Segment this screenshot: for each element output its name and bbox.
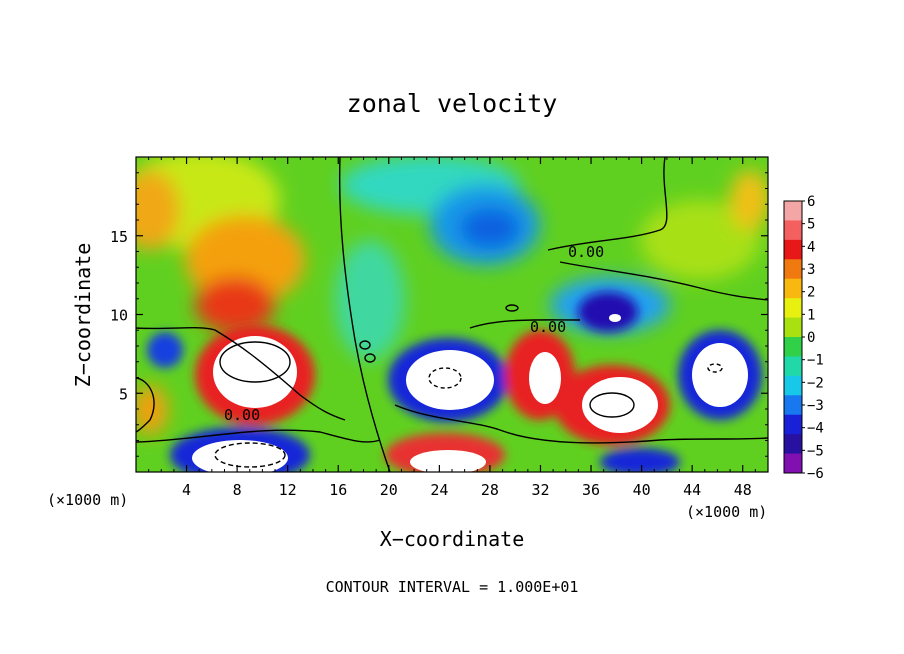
x-tick-label: 32 [531,481,549,499]
x-tick-label: 48 [734,481,752,499]
colorbar-label: 0 [807,330,815,346]
contour-label: 0.00 [568,243,604,261]
contour-interval-note: CONTOUR INTERVAL = 1.000E+01 [326,578,579,596]
colorbar-swatch [784,395,802,416]
x-tick-label: 44 [683,481,701,499]
colorbar-swatch [784,278,802,299]
x-tick-label: 20 [380,481,398,499]
x-tick-label: 16 [329,481,347,499]
colorbar-swatch [784,220,802,241]
x-axis: 4 8 12 16 20 24 28 32 36 40 44 48 [148,157,756,499]
colorbar-label: 4 [807,239,815,255]
x-unit-left: (×1000 m) [47,491,128,509]
y-tick-label: 10 [110,307,128,325]
colorbar-swatch [784,201,802,221]
colorbar-label: 2 [807,285,815,301]
colorbar: 6 5 4 3 2 1 0 −1 −2 −3 −4 −5 −6 [783,194,824,482]
colorbar-swatch [784,317,802,338]
x-tick-label: 4 [182,481,191,499]
x-tick-label: 28 [481,481,499,499]
heatmap-field: 0.00 0.00 0.00 [136,157,768,472]
x-axis-label: X−coordinate [380,527,525,551]
colorbar-label: 1 [807,307,815,323]
colorbar-swatch [784,259,802,280]
x-unit-right: (×1000 m) [686,503,767,521]
x-tick-label: 8 [233,481,242,499]
colorbar-swatch [784,434,802,455]
colorbar-label: −2 [807,375,824,391]
colorbar-swatch [784,414,802,435]
colorbar-swatch [784,453,802,474]
colorbar-swatch [784,356,802,377]
colorbar-label: −5 [807,443,824,459]
colorbar-swatch [784,337,802,357]
colorbar-label: −4 [807,421,824,437]
chart-title: zonal velocity [347,89,558,118]
y-tick-label: 5 [119,385,128,403]
colorbar-swatch [784,239,802,260]
colorbar-label: 5 [807,217,815,233]
colorbar-label: −1 [807,353,824,369]
colorbar-label: 6 [807,194,815,210]
contour-label: 0.00 [224,406,260,424]
contour-label: 0.00 [530,318,566,336]
x-tick-label: 24 [430,481,448,499]
colorbar-label: 3 [807,262,815,278]
x-tick-label: 36 [582,481,600,499]
colorbar-label: −3 [807,398,824,414]
y-axis: 5 10 15 [110,172,768,457]
y-tick-label: 15 [110,228,128,246]
colorbar-label: −6 [807,466,824,482]
x-tick-label: 12 [279,481,297,499]
colorbar-swatch [784,375,802,396]
x-tick-label: 40 [633,481,651,499]
colorbar-swatch [784,298,802,319]
y-axis-label: Z−coordinate [71,243,95,388]
